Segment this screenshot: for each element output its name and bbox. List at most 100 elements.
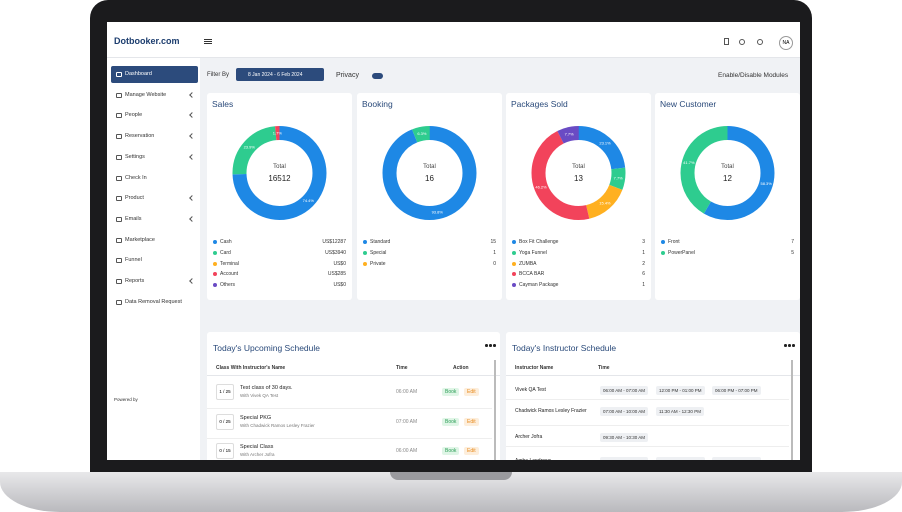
time-slot: 09:30 AM - 10:30 AM — [600, 433, 649, 442]
time-slot: 06:00 AM - 07:00 AM — [600, 386, 649, 395]
legend-name: BCCA BAR — [519, 271, 545, 278]
menu-toggle[interactable] — [204, 39, 212, 40]
icon[interactable] — [757, 39, 763, 45]
book-button[interactable]: Book — [442, 388, 460, 396]
legend-name: Account — [220, 271, 239, 278]
nav-item[interactable]: Reservation — [111, 128, 198, 145]
legend-dot — [363, 261, 367, 266]
legend-value: 3 — [642, 239, 645, 245]
legend-dot — [213, 261, 217, 266]
legend-dot — [512, 272, 516, 277]
nav-item[interactable]: Check In — [111, 170, 198, 187]
chevron — [189, 91, 195, 98]
nav-item[interactable]: Settings — [111, 149, 198, 166]
total-label: Total — [572, 164, 585, 170]
time-slot: 07:00 AM - 10:00 AM — [600, 407, 649, 416]
total-label: Total — [721, 164, 734, 170]
date-range: 8 Jan 2024 - 6 Feb 2024 — [248, 72, 303, 78]
donut: 58.3% 41.7% Total 12 — [680, 126, 775, 220]
legend-value: US$285 — [327, 271, 346, 278]
legend-dot — [661, 240, 665, 244]
column-header: Action — [453, 365, 469, 371]
chevron — [189, 278, 195, 284]
chevron — [189, 216, 195, 222]
legend-dot — [213, 283, 217, 288]
count-badge: 0 / 25 — [216, 413, 234, 430]
logo[interactable]: Dotbooker.com — [114, 36, 180, 46]
time-slot: 12:00 PM - 01:00 PM — [656, 386, 705, 395]
slice-label: 7.7% — [614, 175, 624, 180]
divider — [207, 437, 492, 439]
legend-dot — [213, 250, 217, 255]
divider — [506, 425, 789, 426]
nav-item[interactable]: Product — [111, 190, 198, 207]
legend-name: Front — [668, 239, 680, 245]
nav-item[interactable]: Emails — [111, 211, 198, 228]
nav-item[interactable]: People — [111, 107, 198, 124]
nav-label: Funnel — [125, 257, 142, 264]
edit-button[interactable]: Edit — [464, 447, 479, 455]
book-button[interactable]: Book — [442, 447, 460, 455]
time-slot: 09:30 AM - 10:30 AM — [600, 457, 649, 460]
dot — [493, 344, 496, 347]
legend-dot — [512, 261, 516, 266]
nav-item[interactable]: Funnel — [111, 252, 198, 269]
total-value: 13 — [574, 174, 583, 183]
class-time: 07:00 AM — [396, 418, 418, 425]
legend-value: 7 — [791, 239, 794, 245]
stat-card: Packages Sold 23.1% 7.7% 15.4% 46.2% 7.7% Tota… — [506, 93, 651, 300]
edit-button[interactable]: Edit — [464, 388, 479, 396]
column-header: Class With Instructor's Name — [216, 365, 286, 371]
nav-icon — [116, 258, 122, 264]
nav-icon — [116, 72, 122, 77]
class-instructor: With Chadwick Ramos Lesley Frazier — [240, 422, 315, 428]
nav-item[interactable]: Manage Website — [111, 87, 198, 104]
nav-label: Product — [125, 195, 144, 202]
nav-icon — [116, 113, 122, 119]
chevron — [189, 195, 195, 202]
nav-label: People — [125, 112, 143, 119]
legend-name: Card — [220, 249, 231, 256]
scrollbar — [791, 360, 793, 460]
legend-value: US$0 — [333, 282, 346, 289]
avatar[interactable]: NA — [779, 36, 793, 50]
date-filter[interactable]: 8 Jan 2024 - 6 Feb 2024 — [236, 68, 324, 81]
donut-slice — [382, 126, 477, 220]
icon[interactable] — [739, 39, 745, 45]
donut-slice — [232, 126, 327, 220]
privacy-toggle[interactable] — [372, 73, 383, 79]
slice-label: 74.4% — [303, 198, 315, 203]
edit-button[interactable]: Edit — [464, 417, 479, 426]
nav-item[interactable]: Marketplace — [111, 232, 198, 249]
icon[interactable] — [724, 38, 729, 45]
header: Dotbooker.com NA — [107, 22, 800, 58]
instructor-name: Chadwick Ramos Lesley Frazier — [515, 408, 587, 414]
nav-icon — [116, 175, 122, 181]
legend-name: Cayman Package — [519, 282, 559, 289]
legend-name: Yoga Funnel — [519, 249, 547, 256]
nav-item[interactable]: Dashboard — [111, 66, 198, 83]
slice-label: 15.4% — [599, 201, 611, 206]
nav-label: Reports — [125, 278, 145, 284]
time-slot: 06:00 PM - 07:00 PM — [712, 386, 761, 395]
instructor-name: Archer Jofra — [515, 434, 543, 440]
legend-name: PowerPanel — [668, 249, 695, 256]
legend-name: Standard — [370, 239, 391, 245]
donut-slice — [531, 126, 626, 220]
donut: 93.8% 6.3% Total 16 — [382, 126, 477, 220]
nav-item[interactable]: Data Removal Request — [111, 294, 198, 311]
nav-label: Check In — [125, 174, 147, 181]
class-name: Test class of 30 days. — [240, 385, 293, 391]
nav-item[interactable]: Reports — [111, 273, 198, 290]
divider — [506, 399, 789, 400]
scrollbar — [494, 360, 496, 460]
legend-value: 0 — [493, 260, 496, 267]
slice-label: 23.9% — [244, 144, 256, 149]
modules-link[interactable]: Enable/Disable Modules — [718, 72, 789, 79]
total-value: 12 — [723, 174, 732, 183]
book-button[interactable]: Book — [442, 417, 460, 426]
nav-icon — [116, 134, 122, 140]
main: Filter By 8 Jan 2024 - 6 Feb 2024 Privac… — [200, 58, 800, 460]
card-title: Packages Sold — [511, 99, 568, 109]
